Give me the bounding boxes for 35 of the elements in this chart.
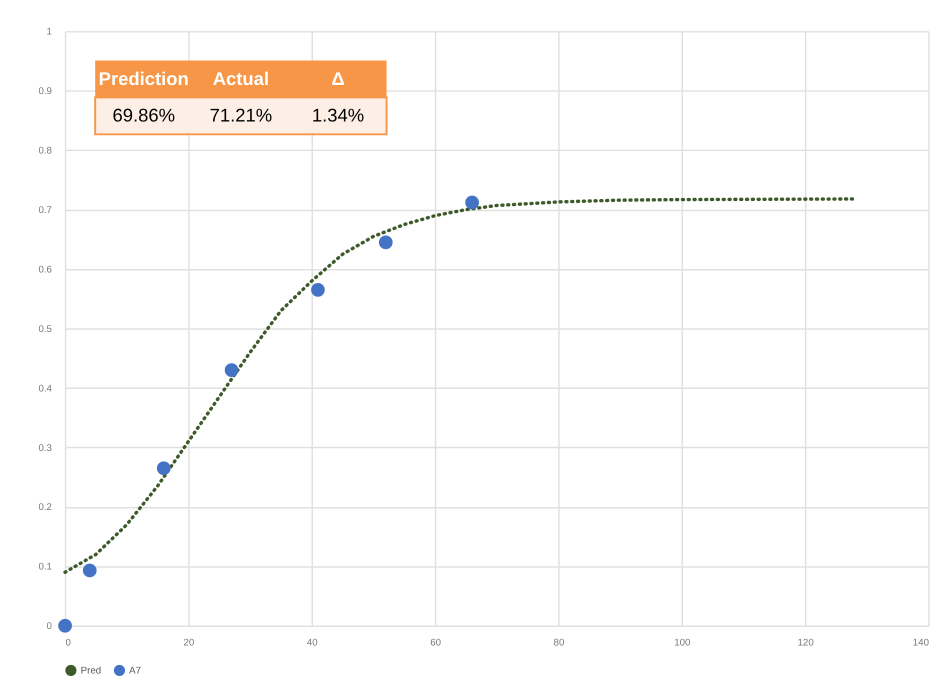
y-tick-label: 0.8 <box>38 146 52 157</box>
line-series <box>63 197 856 574</box>
point <box>465 196 479 210</box>
y-tick-label: 1 <box>46 26 52 38</box>
y-tick-label: 0 <box>46 621 53 632</box>
y-tick-label: 0.9 <box>38 86 52 98</box>
legend-label: A7 <box>129 665 142 676</box>
x-tick-label: 40 <box>306 638 318 649</box>
point <box>58 618 72 633</box>
x-tick-label: 140 <box>912 638 930 649</box>
annotation: 71.21% <box>210 104 272 126</box>
annotation: Actual <box>212 68 270 89</box>
point <box>311 283 325 297</box>
x-tick-label: 80 <box>554 638 565 649</box>
point <box>224 363 238 377</box>
y-tick-label: 0.3 <box>38 442 52 454</box>
x-tick-label: 120 <box>798 638 814 649</box>
x-tick-label: 100 <box>674 638 691 649</box>
x-tick-label: 20 <box>184 638 195 649</box>
y-tick-label: 0.7 <box>38 205 52 216</box>
point <box>378 235 393 250</box>
x-tick-label: 0 <box>66 638 72 649</box>
y-tick-label: 0.4 <box>38 383 53 394</box>
annotation: 69.86% <box>112 104 176 126</box>
annotation: Δ <box>331 68 345 89</box>
y-tick-label: 0.1 <box>38 562 52 573</box>
y-tick-label: 0.6 <box>38 264 52 276</box>
annotation: Prediction <box>98 68 189 89</box>
y-tick-label: 0.5 <box>38 324 52 335</box>
point <box>156 461 171 476</box>
x-tick-label: 60 <box>430 638 442 649</box>
legend-label: Pred <box>80 665 102 676</box>
annotation: 1.34% <box>312 104 364 126</box>
point <box>82 564 97 578</box>
y-tick-label: 0.2 <box>38 502 52 514</box>
